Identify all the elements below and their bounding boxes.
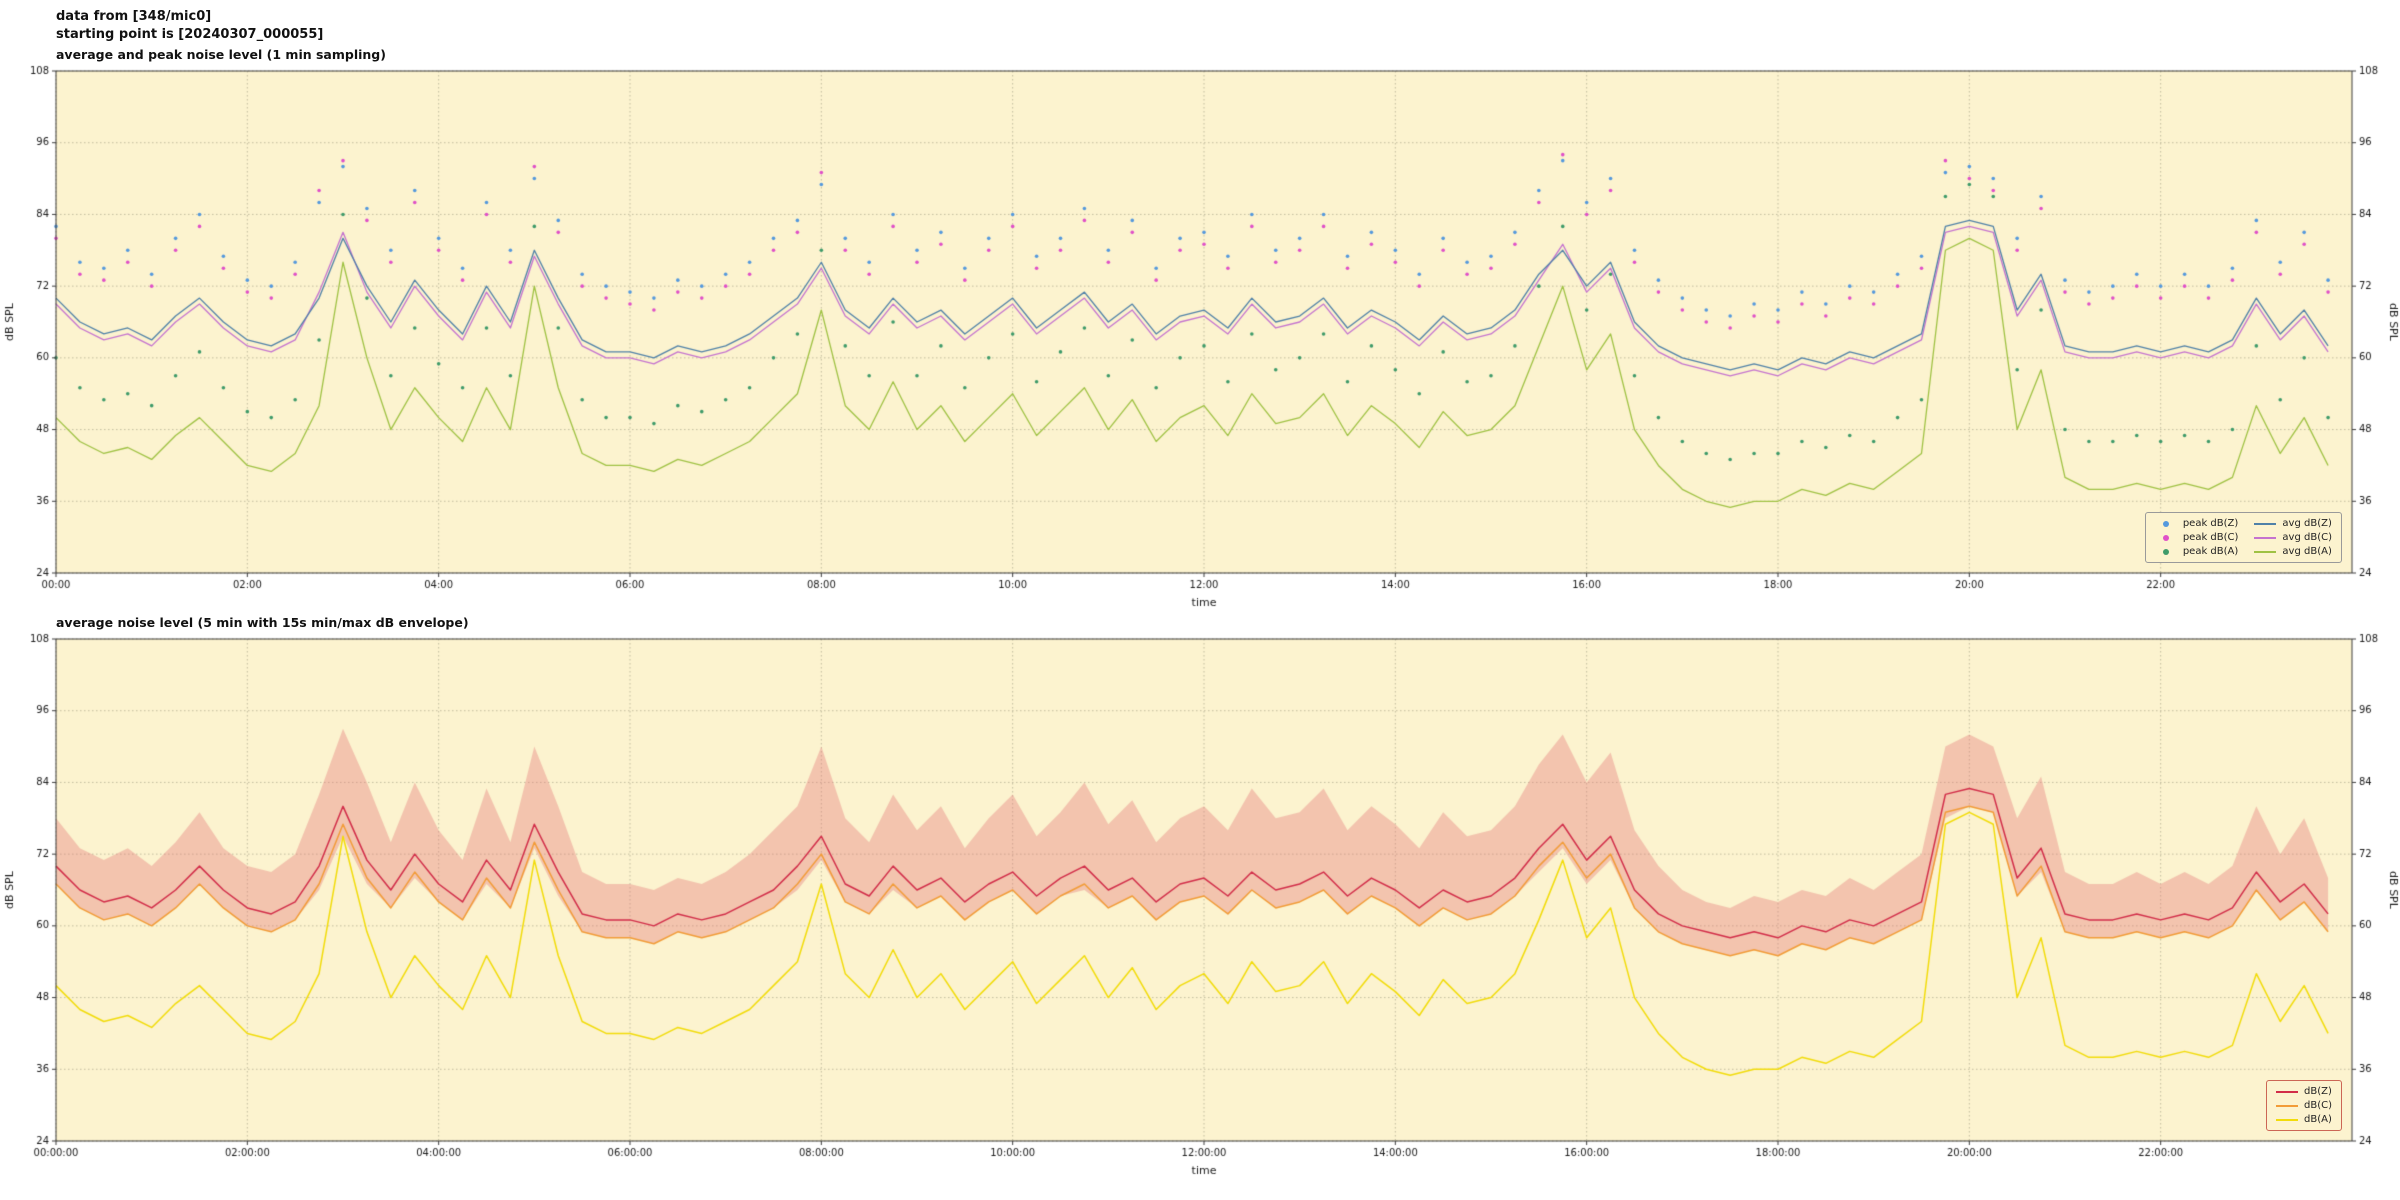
bottom-chart-legend: dB(Z) dB(C) dB(A) bbox=[2266, 1080, 2342, 1132]
bottom-chart-title: average noise level (5 min with 15s min/… bbox=[56, 615, 469, 631]
legend-label: avg dB(C) bbox=[2282, 532, 2332, 544]
legend-item: avg dB(A) bbox=[2254, 546, 2332, 557]
legend-item: dB(Z) bbox=[2276, 1086, 2332, 1097]
chart-section-bottom: average noise level (5 min with 15s min/… bbox=[0, 613, 2400, 1182]
legend-item: avg dB(Z) bbox=[2254, 518, 2332, 529]
header: data from [348/mic0] starting point is [… bbox=[0, 0, 2400, 45]
legend-label: dB(A) bbox=[2304, 1114, 2332, 1126]
legend-item: peak dB(C) bbox=[2155, 532, 2239, 544]
top-chart-canvas bbox=[0, 65, 2400, 614]
legend-swatch-dot bbox=[2162, 520, 2169, 527]
legend-item: avg dB(C) bbox=[2254, 532, 2332, 543]
top-chart-legend: peak dB(Z) avg dB(Z) peak dB(C) avg dB(C) pe… bbox=[2144, 512, 2342, 564]
legend-item: peak dB(Z) bbox=[2155, 518, 2239, 529]
header-line-data-source: data from [348/mic0] bbox=[56, 9, 212, 24]
legend-label: avg dB(Z) bbox=[2282, 518, 2332, 530]
legend-label: avg dB(A) bbox=[2282, 546, 2332, 558]
legend-label: peak dB(A) bbox=[2182, 546, 2239, 558]
legend-label: peak dB(C) bbox=[2182, 532, 2239, 544]
legend-swatch-line bbox=[2276, 1090, 2298, 1093]
chart-section-top: average and peak noise level (1 min samp… bbox=[0, 45, 2400, 614]
legend-swatch-line bbox=[2276, 1118, 2298, 1121]
legend-swatch-dot bbox=[2162, 548, 2169, 555]
legend-swatch-line bbox=[2254, 550, 2277, 553]
header-line-start-point: starting point is [20240307_000055] bbox=[56, 26, 324, 42]
bottom-chart-canvas bbox=[0, 633, 2400, 1182]
top-chart-title: average and peak noise level (1 min samp… bbox=[56, 47, 386, 63]
legend-swatch-line bbox=[2276, 1104, 2298, 1107]
legend-swatch-line bbox=[2254, 522, 2277, 525]
legend-item: peak dB(A) bbox=[2155, 546, 2239, 557]
legend-item: dB(A) bbox=[2276, 1114, 2332, 1125]
legend-label: dB(C) bbox=[2304, 1100, 2332, 1112]
legend-swatch-line bbox=[2254, 536, 2277, 539]
legend-swatch-dot bbox=[2162, 534, 2169, 541]
legend-label: dB(Z) bbox=[2304, 1086, 2332, 1098]
legend-item: dB(C) bbox=[2276, 1100, 2332, 1111]
legend-label: peak dB(Z) bbox=[2182, 518, 2239, 530]
